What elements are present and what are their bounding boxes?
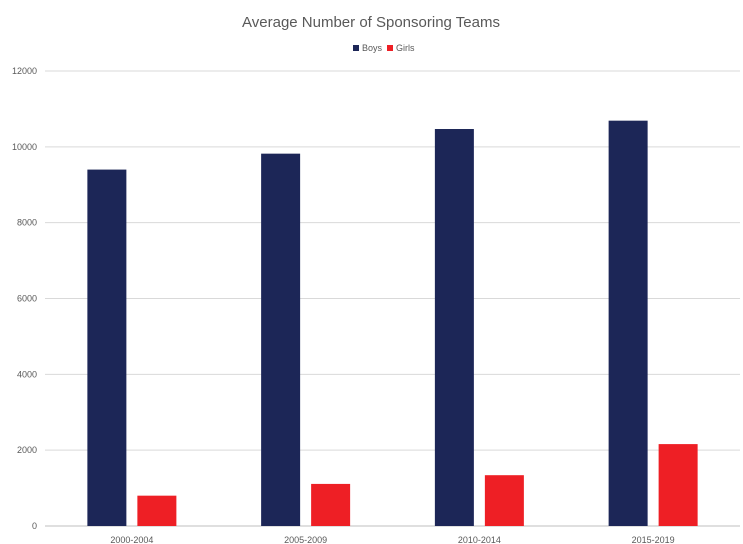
- legend-label-boys: Boys: [362, 43, 383, 53]
- bars: [87, 120, 698, 527]
- x-tick-label: 2005-2009: [284, 535, 327, 544]
- y-tick-label: 8000: [17, 218, 37, 228]
- y-tick-label: 2000: [17, 445, 37, 455]
- chart-title: Average Number of Sponsoring Teams: [242, 14, 500, 31]
- gridlines: [45, 70, 740, 527]
- bar-boys-2015-2019: [608, 120, 648, 526]
- y-axis: 0 2000 4000 6000 8000 10000 12000: [12, 66, 37, 531]
- x-axis: 2000-2004 2005-2009 2010-2014 2015-2019: [110, 535, 674, 544]
- bar-girls-2000-2004: [137, 495, 177, 526]
- legend-label-girls: Girls: [396, 43, 415, 53]
- x-tick-label: 2015-2019: [632, 535, 675, 544]
- y-tick-label: 6000: [17, 294, 37, 304]
- bar-boys-2000-2004: [87, 169, 127, 527]
- x-tick-label: 2000-2004: [110, 535, 153, 544]
- bar-boys-2010-2014: [434, 129, 474, 526]
- legend-swatch-boys: [353, 45, 359, 51]
- bar-girls-2005-2009: [311, 483, 351, 526]
- legend-swatch-girls: [387, 45, 393, 51]
- y-tick-label: 12000: [12, 66, 37, 76]
- x-tick-label: 2010-2014: [458, 535, 501, 544]
- y-tick-label: 10000: [12, 142, 37, 152]
- bar-girls-2015-2019: [658, 444, 698, 526]
- y-tick-label: 4000: [17, 369, 37, 379]
- bar-boys-2005-2009: [261, 153, 301, 527]
- bar-girls-2010-2014: [484, 475, 524, 526]
- y-tick-label: 0: [32, 521, 37, 531]
- legend: Boys Girls: [353, 43, 415, 53]
